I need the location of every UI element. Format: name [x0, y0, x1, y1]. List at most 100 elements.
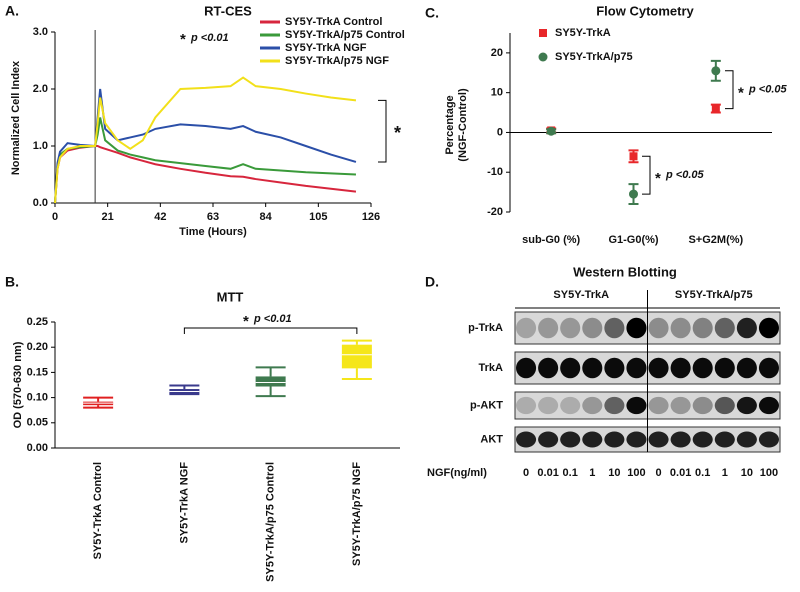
band [604, 317, 625, 339]
legend-label: SY5Y-TrkA Control [285, 16, 382, 28]
panel-label: B. [5, 274, 19, 290]
p-label: p <0.01 [253, 313, 292, 325]
band [648, 431, 669, 448]
x-axis-label: Time (Hours) [179, 226, 247, 238]
y-tick-label: 0.25 [27, 316, 48, 328]
series-line [54, 88, 357, 204]
chart-title: MTT [217, 289, 244, 304]
p-label: p <0.05 [665, 169, 704, 181]
band [560, 431, 581, 448]
x-tick-label: 105 [309, 211, 327, 223]
band [714, 431, 735, 448]
lane-label: 0.01 [670, 467, 691, 479]
bracket [378, 99, 387, 163]
band [626, 357, 647, 379]
legend-swatch [538, 52, 548, 62]
band [604, 357, 625, 379]
y-tick-label: 10 [491, 87, 503, 99]
x-tick-label: 126 [362, 211, 380, 223]
legend-label: SY5Y-TrkA NGF [285, 42, 367, 54]
legend-label: SY5Y-TrkA/p75 Control [285, 29, 405, 41]
band [648, 357, 669, 379]
band [670, 357, 691, 379]
legend-label: SY5Y-TrkA/p75 [555, 51, 633, 63]
point [546, 126, 556, 136]
row-label: p-TrkA [468, 322, 503, 334]
y-tick-label: 0.05 [27, 417, 48, 429]
band [736, 431, 757, 448]
lane-label: 0 [523, 467, 529, 479]
panel-label: A. [5, 3, 19, 19]
y-tick-label: 0.0 [33, 197, 48, 209]
band [758, 357, 779, 379]
band [670, 431, 691, 448]
band [692, 317, 713, 339]
band [670, 317, 691, 339]
panel-label: C. [425, 5, 439, 21]
x-tick-label: 63 [207, 211, 219, 223]
y-tick-label: 1.0 [33, 140, 48, 152]
band [670, 396, 691, 415]
row-label: AKT [480, 433, 503, 445]
significance-mark: * [243, 313, 249, 330]
lane-label: 1 [589, 467, 595, 479]
y-tick-label: 0.00 [27, 442, 48, 454]
y-tick-label: 3.0 [33, 26, 48, 38]
y-axis-label: Percentage [444, 95, 456, 154]
band [560, 357, 581, 379]
lane-label: 10 [608, 467, 620, 479]
band [604, 431, 625, 448]
band [516, 357, 537, 379]
band [758, 431, 779, 448]
bracket-mark: * [394, 123, 401, 143]
band [516, 431, 537, 448]
row-label: p-AKT [470, 399, 503, 411]
bracket [183, 327, 358, 334]
lane-label: 0.01 [537, 467, 558, 479]
significance-mark: * [180, 31, 186, 48]
band [560, 396, 581, 415]
x-tick-label: G1-G0(%) [608, 234, 658, 246]
band [516, 317, 537, 339]
y-tick-label: 0 [497, 126, 503, 138]
band [582, 431, 603, 448]
band [692, 396, 713, 415]
series-line [54, 117, 356, 204]
band [582, 317, 603, 339]
band [692, 431, 713, 448]
legend-label: SY5Y-TrkA [555, 27, 611, 39]
band [758, 396, 779, 415]
band [736, 357, 757, 379]
row-label: TrkA [479, 362, 504, 374]
x-tick-label: 21 [102, 211, 114, 223]
bracket [642, 155, 651, 195]
dose-label: NGF(ng/ml) [427, 467, 487, 479]
band [538, 431, 559, 448]
x-tick-label: sub-G0 (%) [522, 234, 580, 246]
significance-mark: * [655, 170, 661, 187]
band [538, 357, 559, 379]
band [648, 317, 669, 339]
y-tick-label: 20 [491, 47, 503, 59]
band [736, 396, 757, 415]
band [516, 396, 537, 415]
y-tick-label: 0.10 [27, 392, 48, 404]
panel-label: D. [425, 274, 439, 290]
y-tick-label: 0.15 [27, 366, 48, 378]
band [648, 396, 669, 415]
band [736, 317, 757, 339]
group-label: SY5Y-TrkA [553, 289, 609, 301]
p-label: p <0.01 [190, 32, 229, 44]
x-tick-label: SY5Y-TrkA/p75 NGF [351, 462, 363, 566]
lane-label: 0 [655, 467, 661, 479]
lane-label: 1 [722, 467, 728, 479]
p-label: p <0.05 [748, 84, 787, 96]
group-label: SY5Y-TrkA/p75 [675, 289, 753, 301]
band [604, 396, 625, 415]
bracket [725, 70, 734, 110]
point [711, 66, 721, 76]
lane-label: 100 [627, 467, 645, 479]
series-line [54, 76, 357, 204]
band [560, 317, 581, 339]
